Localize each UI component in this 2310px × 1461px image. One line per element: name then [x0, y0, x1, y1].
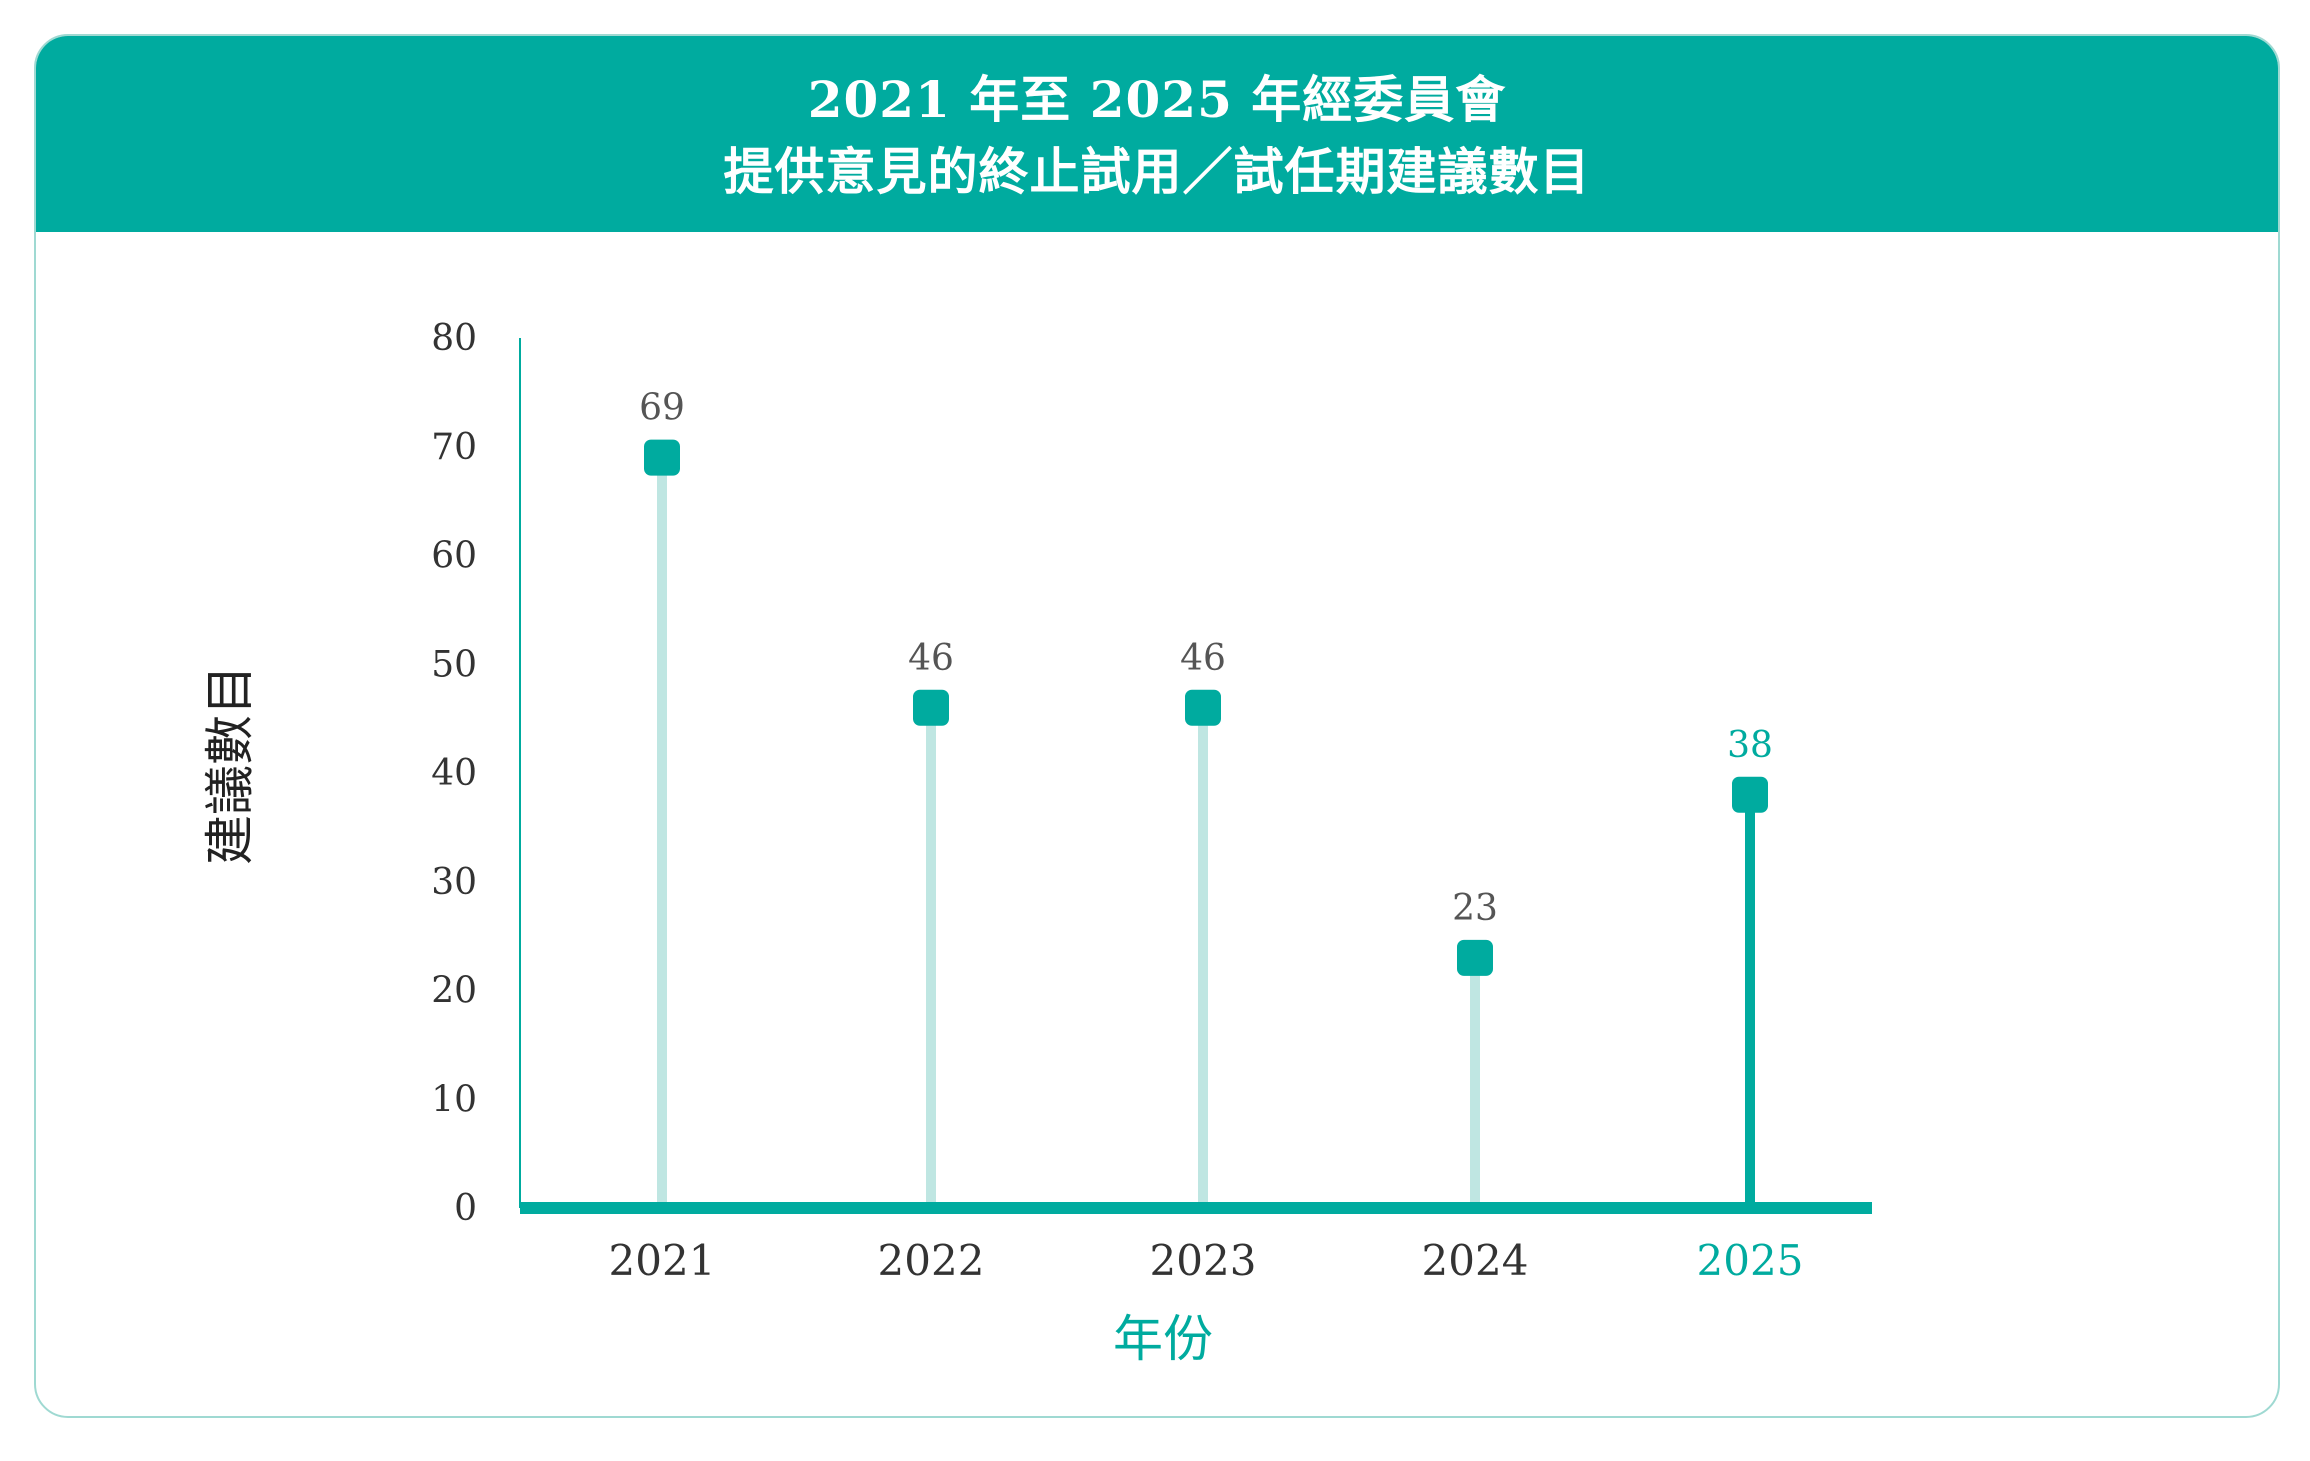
- data-label: 46: [1180, 638, 1226, 679]
- x-tick-label: 2025: [1697, 1236, 1804, 1285]
- y-tick-label: 70: [431, 427, 477, 468]
- data-label: 38: [1727, 725, 1773, 766]
- data-point-marker: [1185, 689, 1221, 726]
- data-point-marker: [1457, 939, 1493, 976]
- chart-title-line1: 2021 年至 2025 年經委員會: [807, 70, 1507, 129]
- x-axis-label: 年份: [1113, 1310, 1213, 1368]
- x-tick-label: 2024: [1422, 1236, 1529, 1285]
- y-tick-label: 10: [431, 1079, 477, 1120]
- x-tick-label: 2022: [878, 1236, 985, 1285]
- chart-header: 2021 年至 2025 年經委員會 提供意見的終止試用／試任期建議數目: [36, 36, 2278, 232]
- y-tick-label: 50: [431, 644, 477, 685]
- data-point-marker: [913, 689, 949, 726]
- data-point-marker: [644, 439, 680, 476]
- data-label: 46: [908, 638, 954, 679]
- chart-title-line2: 提供意見的終止試用／試任期建議數目: [723, 142, 1591, 201]
- y-tick-label: 30: [431, 862, 477, 903]
- y-tick-label: 40: [431, 753, 477, 794]
- y-tick-label: 0: [454, 1188, 477, 1229]
- data-label: 23: [1452, 888, 1498, 929]
- y-tick-label: 80: [431, 318, 477, 359]
- data-point-marker: [1732, 776, 1768, 813]
- x-tick-label: 2021: [609, 1236, 716, 1285]
- data-label: 69: [639, 388, 685, 429]
- x-tick-label: 2023: [1150, 1236, 1257, 1285]
- y-axis-label: 建議數目: [201, 665, 259, 865]
- chart-card: 2021 年至 2025 年經委員會 提供意見的終止試用／試任期建議數目: [34, 34, 2280, 1418]
- y-tick-label: 20: [431, 971, 477, 1012]
- y-tick-label: 60: [431, 536, 477, 577]
